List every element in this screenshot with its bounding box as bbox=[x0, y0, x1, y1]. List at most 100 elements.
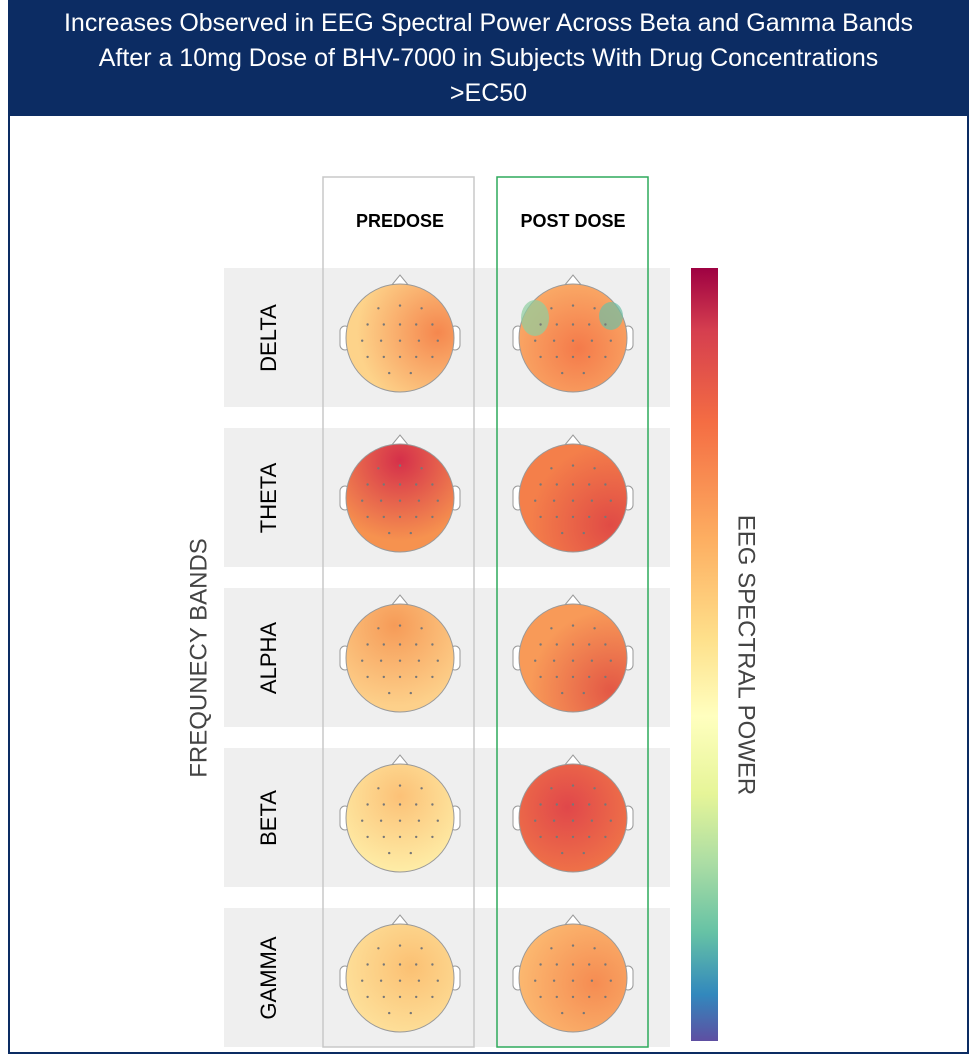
electrode bbox=[366, 355, 369, 359]
electrode bbox=[604, 803, 607, 806]
electrode bbox=[398, 675, 402, 679]
electrode bbox=[409, 371, 412, 375]
electrode bbox=[431, 835, 434, 839]
electrode bbox=[552, 979, 556, 982]
electrode bbox=[361, 499, 364, 502]
nose bbox=[563, 754, 583, 767]
y-axis-label: FREQUNECY BANDS bbox=[185, 538, 212, 778]
electrode bbox=[361, 979, 364, 982]
topomap bbox=[339, 434, 461, 553]
electrode bbox=[398, 803, 402, 806]
electrode bbox=[571, 624, 575, 627]
nose bbox=[390, 914, 410, 927]
scalp bbox=[518, 603, 628, 713]
electrode bbox=[561, 851, 564, 855]
electrode bbox=[377, 467, 380, 470]
electrode bbox=[398, 995, 402, 999]
electrode bbox=[555, 323, 558, 326]
electrode bbox=[388, 851, 391, 855]
electrode bbox=[382, 803, 385, 806]
electrode bbox=[590, 339, 594, 342]
scalp bbox=[345, 443, 455, 553]
title: Increases Observed in EEG Spectral Power… bbox=[63, 9, 913, 107]
electrode bbox=[388, 531, 391, 535]
electrode bbox=[415, 323, 418, 326]
electrode bbox=[366, 323, 369, 326]
electrode bbox=[398, 784, 402, 787]
electrode bbox=[555, 643, 558, 646]
electrode bbox=[388, 1011, 391, 1015]
electrode bbox=[382, 963, 385, 966]
electrode bbox=[366, 675, 369, 679]
electrode bbox=[588, 323, 591, 326]
electrode bbox=[379, 979, 383, 982]
column-header: PREDOSE bbox=[356, 211, 444, 231]
row-label: GAMMA bbox=[256, 936, 281, 1019]
electrode bbox=[377, 307, 380, 310]
electrode bbox=[431, 355, 434, 359]
low-region bbox=[599, 302, 623, 330]
electrode bbox=[409, 531, 412, 535]
electrode bbox=[552, 339, 556, 342]
electrode bbox=[604, 515, 607, 519]
nose bbox=[390, 434, 410, 447]
electrode bbox=[539, 355, 542, 359]
topomap bbox=[512, 594, 634, 713]
electrode bbox=[366, 483, 369, 486]
electrode bbox=[555, 803, 558, 806]
electrode bbox=[431, 643, 434, 646]
electrode bbox=[582, 851, 585, 855]
electrode bbox=[366, 643, 369, 646]
electrode bbox=[590, 819, 594, 822]
electrode bbox=[588, 643, 591, 646]
electrode bbox=[539, 835, 542, 839]
electrode bbox=[398, 339, 402, 342]
topomap bbox=[512, 754, 634, 873]
electrode bbox=[417, 339, 421, 342]
electrode bbox=[398, 483, 402, 486]
electrode bbox=[398, 355, 402, 359]
electrode bbox=[588, 995, 591, 999]
electrode bbox=[552, 659, 556, 662]
electrode bbox=[571, 979, 575, 982]
electrode bbox=[571, 784, 575, 787]
nose bbox=[563, 594, 583, 607]
electrode bbox=[417, 659, 421, 662]
electrode bbox=[582, 531, 585, 535]
electrode bbox=[398, 979, 402, 982]
electrode bbox=[382, 515, 385, 519]
electrode bbox=[417, 819, 421, 822]
electrode bbox=[431, 483, 434, 486]
electrode bbox=[415, 963, 418, 966]
electrode bbox=[417, 499, 421, 502]
electrode bbox=[571, 675, 575, 679]
electrode bbox=[550, 787, 553, 790]
title-banner: Increases Observed in EEG Spectral Power… bbox=[8, 0, 969, 116]
topomap bbox=[339, 914, 461, 1033]
electrode bbox=[555, 675, 558, 679]
electrode bbox=[366, 515, 369, 519]
nose bbox=[390, 754, 410, 767]
electrode bbox=[539, 963, 542, 966]
electrode bbox=[431, 675, 434, 679]
electrode bbox=[409, 691, 412, 695]
electrode bbox=[582, 691, 585, 695]
electrode bbox=[534, 499, 537, 502]
electrode bbox=[571, 659, 575, 662]
electrode bbox=[361, 819, 364, 822]
colorbar-label: EEG SPECTRAL POWER bbox=[733, 515, 760, 796]
electrode bbox=[539, 323, 542, 326]
topomap bbox=[512, 914, 634, 1033]
electrode bbox=[561, 691, 564, 695]
electrode bbox=[379, 339, 383, 342]
electrode bbox=[571, 355, 575, 359]
scalp bbox=[518, 763, 628, 873]
electrode bbox=[604, 835, 607, 839]
low-region bbox=[521, 300, 549, 336]
electrode bbox=[379, 819, 383, 822]
electrode bbox=[382, 995, 385, 999]
electrode bbox=[398, 304, 402, 307]
electrode bbox=[361, 659, 364, 662]
row-label: DELTA bbox=[256, 304, 281, 372]
electrode bbox=[571, 464, 575, 467]
